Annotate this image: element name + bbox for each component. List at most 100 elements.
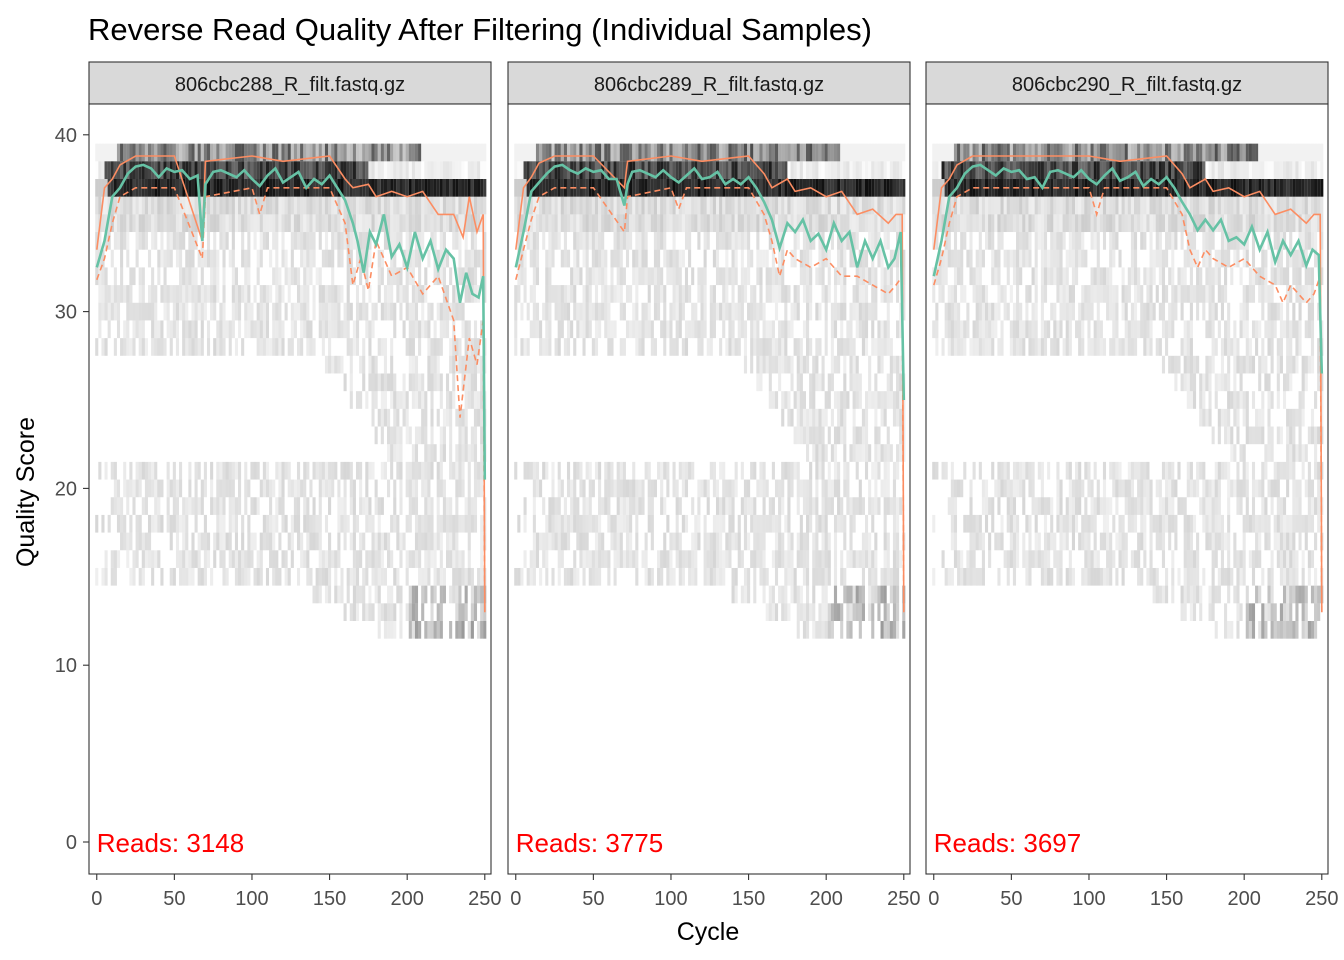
heatmap-cell [1009,179,1013,197]
heatmap-cell [972,285,976,303]
heatmap-cell [213,232,217,250]
heatmap-cell [796,143,800,162]
heatmap-cell [231,196,235,215]
heatmap-cell [359,532,363,551]
heatmap-cell [591,143,595,162]
heatmap-cell [318,479,322,498]
heatmap-cell [622,461,626,480]
heatmap-cell [424,585,428,604]
heatmap-cell [439,621,443,639]
heatmap-cell [1056,285,1060,303]
heatmap-cell [154,550,158,568]
heatmap-cell [666,320,670,339]
heatmap-cell [984,143,989,162]
heatmap-cell [259,214,263,233]
heatmap-cell [337,285,341,303]
heatmap-cell [265,232,270,250]
heatmap-cell [306,532,310,551]
heatmap-cell [303,214,307,233]
heatmap-cell [743,514,748,533]
heatmap-cell [1099,338,1103,356]
heatmap-cell [625,143,630,162]
heatmap-cell [445,514,450,533]
heatmap-cell [585,550,589,568]
heatmap-cell [349,497,353,515]
heatmap-cell [972,196,976,215]
heatmap-cell [981,338,985,356]
heatmap-cell [259,532,263,551]
heatmap-cell [222,232,226,250]
heatmap-cell [430,232,434,250]
heatmap-cell [812,232,816,250]
heatmap-cell [231,461,235,480]
heatmap-cell [287,196,291,215]
heatmap-cell [843,391,847,409]
heatmap-cell [216,338,220,356]
heatmap-cell [247,232,251,250]
heatmap-cell [312,514,316,533]
heatmap-cell [883,550,887,568]
heatmap-cell [1087,461,1091,480]
heatmap-cell [514,320,518,339]
heatmap-cell [253,161,257,179]
heatmap-cell [188,320,192,339]
heatmap-cell [154,196,158,215]
heatmap-cell [725,249,729,268]
heatmap-cell [613,179,617,197]
heatmap-cell [666,479,670,498]
heatmap-cell [1040,497,1044,515]
heatmap-cell [837,249,841,268]
heatmap-cell [613,249,617,268]
heatmap-cell [629,497,633,515]
heatmap-cell [778,196,782,215]
heatmap-cell [430,532,434,551]
heatmap-cell [638,143,642,162]
heatmap-cell [582,232,586,250]
heatmap-cell [1000,232,1004,250]
heatmap-cell [328,179,332,197]
heatmap-cell [253,179,257,197]
heatmap-cell [896,143,900,162]
heatmap-cell [765,249,769,268]
heatmap-cell [532,196,536,215]
heatmap-cell [759,355,763,374]
heatmap-cell [681,550,685,568]
heatmap-cell [604,249,608,268]
heatmap-cell [352,320,356,339]
heatmap-cell [318,320,322,339]
heatmap-cell [138,196,142,215]
heatmap-cell [238,285,242,303]
heatmap-cell [464,338,468,356]
heatmap-cell [635,302,639,321]
heatmap-cell [517,143,521,162]
heatmap-cell [483,285,487,303]
heatmap-cell [1019,320,1023,339]
heatmap-cell [234,338,239,356]
heatmap-cell [950,461,954,480]
heatmap-cell [309,161,313,179]
heatmap-cell [411,285,415,303]
heatmap-cell [542,214,546,233]
heatmap-cell [225,461,229,480]
heatmap-cell [377,621,381,639]
heatmap-cell [864,461,869,480]
heatmap-cell [393,267,397,286]
heatmap-cell [281,514,285,533]
heatmap-cell [815,179,819,197]
heatmap-cell [365,514,369,533]
heatmap-cell [352,161,356,179]
heatmap-cell [1043,567,1048,586]
heatmap-cell [1034,161,1038,179]
heatmap-cell [352,232,356,250]
heatmap-cell [120,532,124,551]
heatmap-cell [619,267,623,286]
heatmap-cell [545,179,549,197]
heatmap-cell [126,196,130,215]
heatmap-cell [944,267,948,286]
heatmap-cell [455,514,459,533]
heatmap-cell [1081,214,1085,233]
heatmap-cell [604,214,608,233]
heatmap-cell [1028,338,1032,356]
heatmap-cell [210,461,214,480]
heatmap-cell [1043,320,1048,339]
